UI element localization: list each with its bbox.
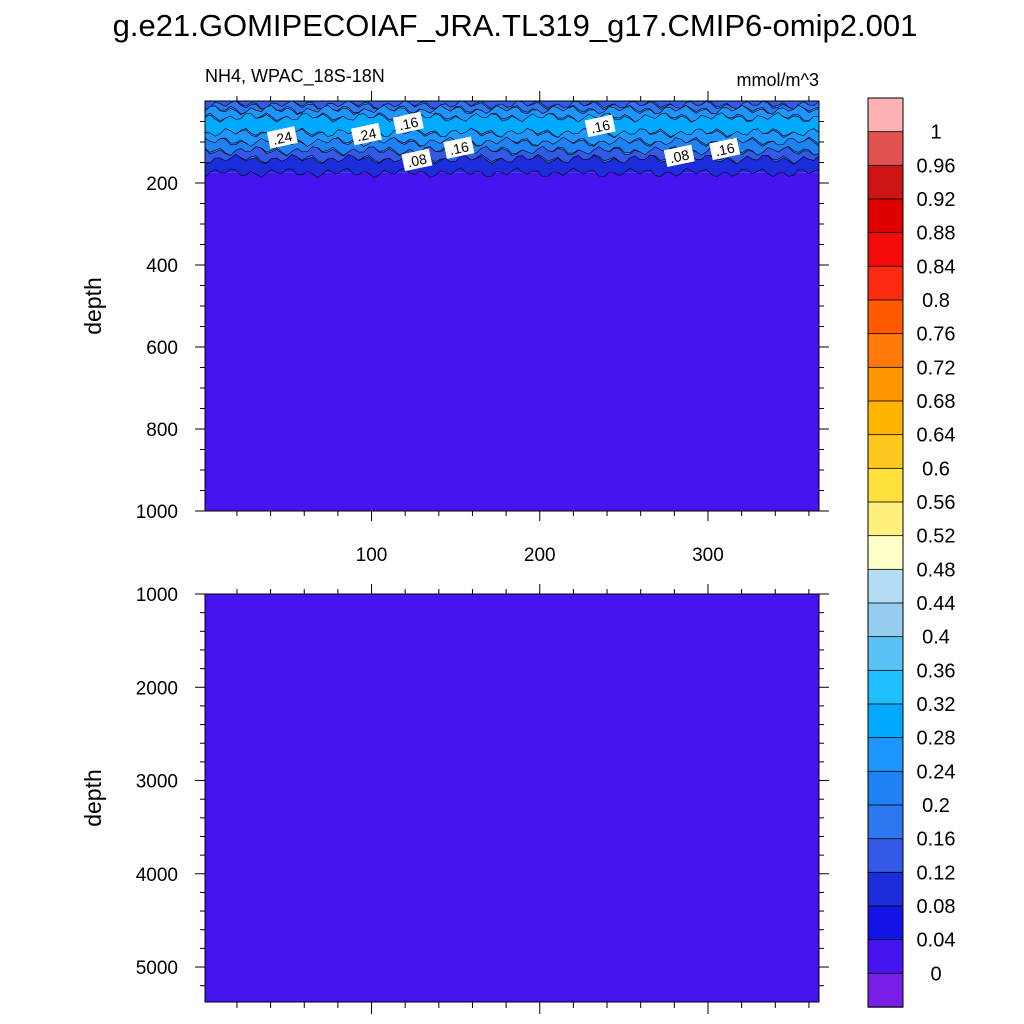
colorbar-label: 0.08 — [917, 896, 956, 918]
colorbar-label: 0.52 — [917, 526, 956, 548]
contour-label: .16 — [584, 114, 616, 138]
contour-label: .16 — [443, 136, 475, 159]
colorbar-label: 0.44 — [917, 593, 956, 615]
colorbar-label: 0.96 — [917, 155, 956, 177]
lower-y-tick-label: 3000 — [136, 772, 178, 793]
colorbar-label: 0.04 — [917, 930, 956, 952]
colorbar-box — [867, 804, 904, 840]
colorbar-box — [867, 568, 904, 604]
colorbar-label: 0.72 — [917, 357, 956, 379]
colorbar-box — [867, 164, 904, 200]
colorbar-label: 0.56 — [917, 492, 956, 514]
colorbar-box — [867, 770, 904, 806]
contour-label: .16 — [392, 111, 424, 135]
contour-label: .24 — [350, 122, 382, 146]
contour-label-text: .16 — [714, 140, 737, 160]
contour-label-text: .08 — [668, 146, 691, 166]
lower-y-tick-label: 4000 — [136, 865, 178, 886]
colorbar-box — [867, 669, 904, 705]
colorbar-label: 0.16 — [917, 829, 956, 851]
upper-y-tick-label: 200 — [146, 174, 178, 195]
colorbar-box — [867, 939, 904, 975]
colorbar-label: 0.64 — [917, 425, 956, 447]
colorbar-label: 0.48 — [917, 559, 956, 581]
colorbar-box — [867, 972, 904, 1008]
colorbar-box — [867, 636, 904, 672]
contour-label: .16 — [709, 137, 741, 161]
contour-label-text: .16 — [448, 138, 471, 158]
colorbar-box — [867, 131, 904, 167]
colorbar-box — [867, 299, 904, 335]
colorbar-box — [867, 703, 904, 739]
lower-y-tick-label: 5000 — [136, 958, 178, 979]
colorbar-label: 0 — [930, 963, 941, 985]
colorbar-box — [867, 265, 904, 301]
colorbar-box — [867, 871, 904, 907]
lower-plot-frame — [204, 593, 820, 1003]
upper-axis-ticks: 200 400 600 800 1000 100 200 300 — [136, 91, 829, 566]
colorbar-box — [867, 333, 904, 369]
upper-left-string: NH4, WPAC_18S-18N — [205, 66, 385, 87]
upper-y-tick-label: 1000 — [136, 502, 178, 523]
colorbar-box — [867, 838, 904, 874]
upper-x-tick-label: 200 — [524, 545, 556, 566]
figure-title: g.e21.GOMIPECOIAF_JRA.TL319_g17.CMIP6-om… — [113, 8, 918, 43]
contour-label: .08 — [401, 148, 433, 172]
colorbar-label: 0.32 — [917, 694, 956, 716]
upper-y-tick-label: 400 — [146, 256, 178, 277]
colorbar-label: 0.88 — [917, 223, 956, 245]
colorbar-label: 0.28 — [917, 728, 956, 750]
upper-contour-labels: .24 .24 .16 .16 .08 .16 .08 .16 — [266, 111, 741, 172]
contour-label-text: .24 — [355, 125, 378, 145]
contour-label-text: .16 — [397, 114, 420, 134]
colorbar-box — [867, 366, 904, 402]
colorbar-label: 0.68 — [917, 391, 956, 413]
colorbar-box — [867, 501, 904, 537]
contour-label: .08 — [663, 144, 695, 168]
colorbar-label: 0.12 — [917, 862, 956, 884]
upper-right-string: mmol/m^3 — [737, 70, 819, 90]
colorbar-box — [867, 198, 904, 234]
upper-fill-band — [205, 172, 819, 511]
colorbar-label: 0.4 — [922, 627, 950, 649]
colorbar-box — [867, 467, 904, 503]
colorbar-box — [867, 905, 904, 941]
colorbar-label: 0.36 — [917, 660, 956, 682]
colorbar-box — [867, 737, 904, 773]
contour-label-text: .24 — [271, 128, 294, 148]
upper-panel: NH4, WPAC_18S-18N mmol/m^3 .24 .24 .16 .16.… — [80, 66, 829, 566]
lower-y-tick-label: 1000 — [136, 585, 178, 606]
lower-contour-fill — [205, 594, 819, 1002]
colorbar-label: 0.76 — [917, 324, 956, 346]
upper-x-tick-label: 100 — [356, 545, 388, 566]
colorbar-label: 1 — [930, 122, 941, 144]
colorbar-box — [867, 535, 904, 571]
colorbar-box — [867, 97, 904, 133]
upper-x-tick-label: 300 — [692, 545, 724, 566]
upper-y-tick-label: 800 — [146, 420, 178, 441]
upper-y-tick-label: 600 — [146, 338, 178, 359]
lower-y-tick-label: 2000 — [136, 678, 178, 699]
colorbar-box — [867, 232, 904, 268]
lower-y-axis-label: depth — [80, 769, 106, 827]
contour-label: .24 — [266, 126, 298, 149]
colorbar-box — [867, 434, 904, 470]
colorbar-label: 0.8 — [922, 290, 950, 312]
lower-panel: 1000 2000 3000 4000 5000 depth — [80, 584, 829, 1014]
upper-contour-fill — [205, 101, 819, 511]
colorbar-label: 0.6 — [922, 458, 950, 480]
upper-contour-layer — [205, 101, 819, 116]
contour-label-text: .16 — [589, 117, 612, 137]
lower-axis-ticks: 1000 2000 3000 4000 5000 — [136, 584, 829, 1014]
colorbar-label: 0.24 — [917, 761, 956, 783]
colorbar-box — [867, 400, 904, 436]
colorbar-label: 0.84 — [917, 256, 956, 278]
colorbar-label: 0.2 — [922, 795, 950, 817]
contour-label-text: .08 — [406, 151, 429, 171]
colorbar-box — [867, 602, 904, 638]
upper-y-axis-label: depth — [80, 277, 106, 335]
colorbar: 1 0.96 0.92 0.88 0.84 0.8 0.76 0.72 0.68 0.64 0.6 0… — [867, 97, 956, 1008]
colorbar-label: 0.92 — [917, 189, 956, 211]
